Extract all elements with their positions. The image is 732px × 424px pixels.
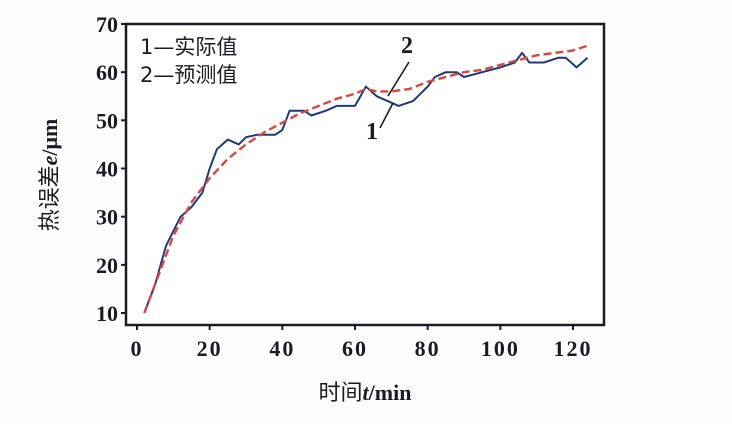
x-tick-label: 80 xyxy=(415,336,441,361)
annotation-label-1: 1 xyxy=(366,119,378,145)
legend-item-actual: 1—实际值 xyxy=(140,35,237,59)
plot-frame xyxy=(124,22,606,327)
y-tick-label: 30 xyxy=(96,205,118,230)
y-tick-label: 50 xyxy=(96,108,118,133)
legend-item-predicted: 2—预测值 xyxy=(140,63,237,87)
x-tick-label: 60 xyxy=(342,336,368,361)
x-axis-title: 时间t/min xyxy=(319,380,412,406)
y-tick-label: 40 xyxy=(96,157,118,182)
y-tick-label: 10 xyxy=(96,301,118,326)
y-tick-label: 60 xyxy=(96,60,118,85)
annotation-leader-2 xyxy=(387,61,410,97)
y-tick-label: 20 xyxy=(96,253,118,278)
x-axis-ticks: 0 20 40 60 80 100 120 xyxy=(131,325,593,361)
series-predicted-line xyxy=(143,44,588,314)
series-actual-line xyxy=(143,51,589,314)
x-tick-label: 40 xyxy=(269,336,295,361)
annotations: 2 1 xyxy=(366,33,413,145)
y-axis-title: 热误差e/μm xyxy=(37,119,63,232)
annotation-leader-1 xyxy=(379,102,394,129)
x-tick-label: 20 xyxy=(197,336,223,361)
legend: 1—实际值 2—预测值 xyxy=(140,35,237,87)
x-tick-label: 120 xyxy=(554,336,593,361)
y-axis-ticks: 10 20 30 40 50 60 70 xyxy=(96,12,126,326)
x-tick-label: 0 xyxy=(131,336,144,361)
annotation-label-2: 2 xyxy=(401,33,413,59)
series-layer xyxy=(143,44,589,314)
x-tick-label: 100 xyxy=(481,336,520,361)
y-tick-label: 70 xyxy=(96,12,118,37)
